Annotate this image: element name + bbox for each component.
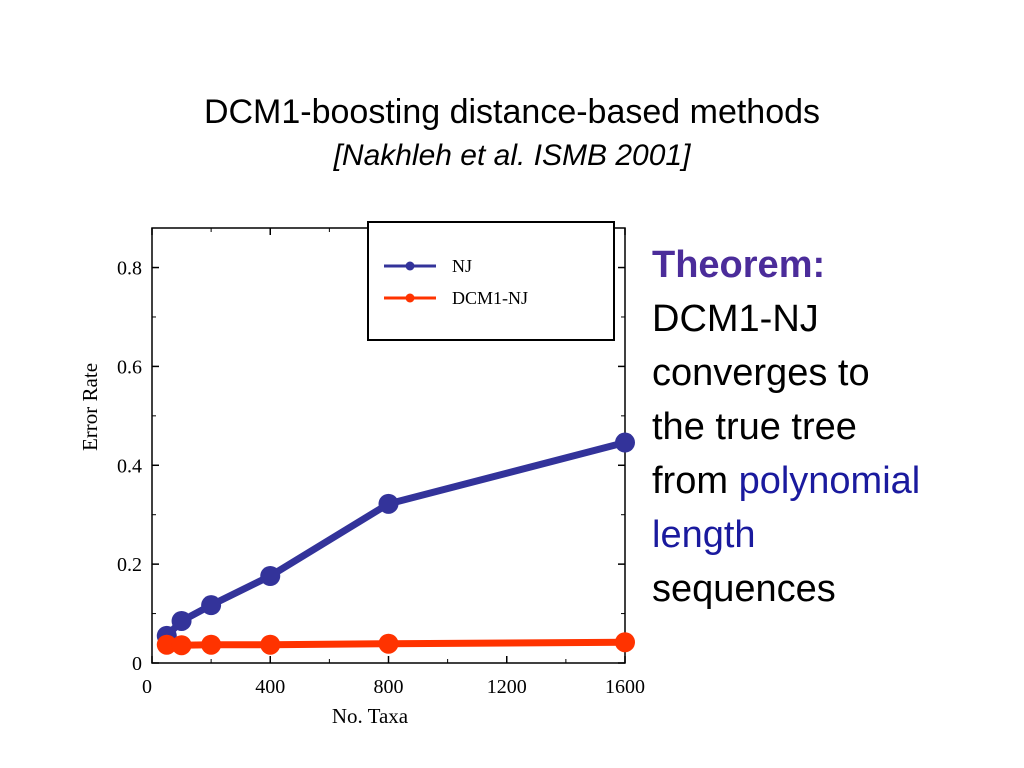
x-tick-label: 800 bbox=[374, 676, 404, 698]
legend-box bbox=[367, 221, 615, 341]
y-axis-label: Error Rate bbox=[78, 363, 102, 451]
y-tick-label: 0.8 bbox=[117, 258, 142, 280]
theorem-block: Theorem: DCM1-NJ converges to the true t… bbox=[652, 238, 1012, 616]
legend-label: DCM1-NJ bbox=[452, 288, 528, 308]
theorem-line-4: from polynomial bbox=[652, 454, 1012, 508]
y-tick-label: 0.4 bbox=[117, 455, 142, 477]
slide-title: DCM1-boosting distance-based methods bbox=[203, 93, 821, 131]
series-line-nj bbox=[163, 439, 629, 640]
data-point bbox=[201, 595, 222, 616]
theorem-heading: Theorem: bbox=[652, 244, 826, 286]
data-point bbox=[378, 633, 399, 654]
data-point bbox=[171, 610, 192, 631]
chart-legend: NJ DCM1-NJ bbox=[367, 221, 615, 341]
y-tick-label: 0.2 bbox=[117, 554, 142, 576]
x-axis-label: No. Taxa bbox=[332, 704, 409, 728]
data-point bbox=[378, 493, 399, 514]
y-tick-label: 0.6 bbox=[117, 356, 142, 378]
chart-series bbox=[156, 432, 635, 656]
legend-marker bbox=[405, 261, 415, 271]
data-point bbox=[171, 635, 192, 656]
data-point bbox=[156, 634, 177, 655]
data-point bbox=[260, 566, 281, 586]
x-tick-label: 1200 bbox=[487, 676, 527, 698]
legend-label: NJ bbox=[452, 256, 472, 276]
data-point bbox=[201, 634, 222, 655]
x-tick-label: 1600 bbox=[605, 676, 645, 698]
data-point bbox=[260, 634, 281, 655]
data-point bbox=[615, 632, 635, 653]
theorem-highlight-length: length bbox=[652, 514, 756, 556]
theorem-line-2: converges to bbox=[652, 352, 870, 394]
theorem-line-3: the true tree bbox=[652, 406, 857, 448]
legend-marker bbox=[405, 293, 415, 303]
slide-subtitle: [Nakhleh et al. ISMB 2001] bbox=[333, 139, 691, 172]
theorem-line-1: DCM1-NJ bbox=[652, 298, 819, 340]
theorem-line-4-prefix: from bbox=[652, 460, 739, 502]
theorem-highlight-polynomial: polynomial bbox=[738, 460, 921, 502]
x-tick-label: 400 bbox=[255, 676, 285, 698]
x-tick-label: 0 bbox=[142, 676, 152, 698]
data-point bbox=[615, 432, 635, 453]
y-tick-label: 0 bbox=[132, 653, 142, 675]
theorem-line-6: sequences bbox=[652, 568, 836, 610]
chart-axes: 0 0.2 0.4 0.6 0.8 0 400 800 1200 1600 bbox=[117, 227, 645, 698]
